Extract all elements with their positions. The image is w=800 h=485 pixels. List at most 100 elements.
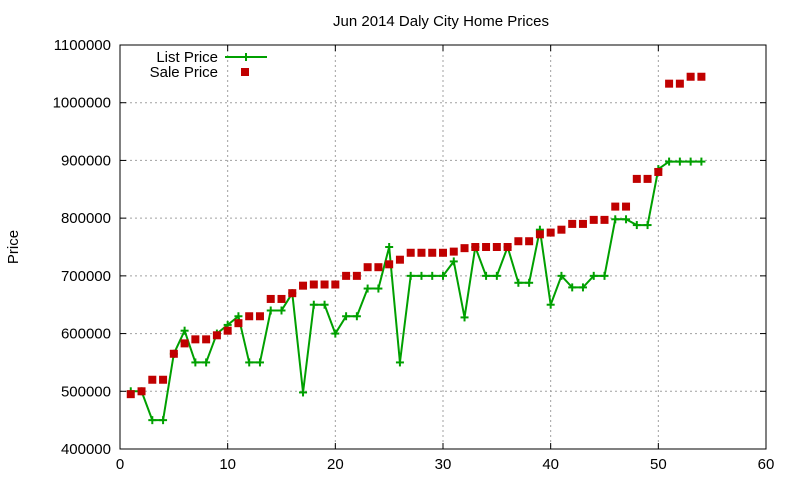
list-price-point [180,326,189,335]
sale-price-point [535,230,544,239]
legend-label-list-price: List Price [156,49,218,66]
sale-price-point [611,202,620,211]
sale-price-point [546,228,555,237]
sale-price-point [299,281,308,290]
x-tick-label: 60 [758,456,775,473]
list-price-point [632,221,641,230]
list-price-point [395,358,404,367]
sale-price-point [525,237,534,246]
sale-price-point [557,225,566,234]
axis-layer: 0 10 20 30 40 50 60 400000 500000 600000 700000 800… [53,37,775,473]
list-price-point [266,306,275,315]
list-price-point [611,215,620,224]
list-price-point [525,278,534,287]
x-tick-label: 50 [650,456,667,473]
sale-price-point [449,247,458,256]
sale-price-point [622,202,631,211]
sale-price-point [385,260,394,269]
sale-price-point [514,237,523,246]
sale-price-point [697,72,706,81]
sale-price-point [288,289,297,298]
sale-price-point [665,79,674,88]
list-price-point [449,257,458,266]
list-price-point [342,312,351,321]
list-price-point [600,271,609,280]
list-price-line [130,160,702,422]
list-price-point [578,283,587,292]
sale-price-point [245,312,254,321]
x-tick-label: 10 [219,456,236,473]
sale-price-point [471,243,480,251]
y-axis-label: Price [5,230,22,264]
list-price-point [191,358,200,367]
list-price-point [546,300,555,309]
sale-price-point [137,387,146,396]
x-tick-label: 0 [116,456,124,473]
y-tick-label: 800000 [61,210,111,227]
series-layer [126,72,706,425]
sale-price-point [331,280,340,289]
sale-price-point [439,248,447,257]
y-tick-label: 400000 [61,441,111,458]
sale-price-point [126,390,135,399]
sale-price-point [492,243,501,251]
y-tick-label: 1100000 [54,37,111,54]
sale-price-point [568,219,577,228]
list-price-point [352,312,361,321]
sale-price-point [675,79,684,88]
list-price-point [255,358,264,367]
sale-price-point [654,167,663,176]
sale-price-point [503,243,512,251]
sale-price-point [342,271,351,280]
sale-price-point [202,335,211,344]
list-price-point [320,300,329,309]
sale-price-point [600,215,609,224]
list-price-point [363,284,372,293]
sale-price-point [352,271,361,280]
sale-price-point [255,312,264,321]
sale-price-point [320,280,329,289]
sale-price-point [266,294,275,303]
sale-price-point [417,248,426,257]
sale-price-point [482,243,491,251]
list-price-point [439,271,447,280]
list-price-point [686,157,695,166]
y-tick-label: 700000 [61,268,111,285]
sale-price-point [374,263,383,272]
sale-price-point [148,375,157,384]
sale-price-point [460,244,469,253]
legend-marker-sale-price [241,68,249,76]
list-price-point [202,358,211,367]
list-price-point [428,271,437,280]
list-price-point [385,243,394,251]
sale-price-point [363,263,372,272]
list-price-point [159,416,168,425]
y-tick-label: 500000 [61,383,111,400]
list-price-point [331,329,340,338]
list-price-point [148,416,157,425]
list-price-point [406,271,415,280]
x-tick-label: 20 [327,456,344,473]
legend-label-sale-price: Sale Price [150,64,218,81]
list-price-point [697,157,706,166]
sale-price-point [223,326,232,335]
list-price-point [234,312,243,321]
sale-price-point [589,215,598,224]
list-price-point [309,300,318,309]
sale-price-point [191,335,200,344]
list-price-point [568,283,577,292]
sale-price-point [169,349,178,358]
list-price-point [374,284,383,293]
legend: List Price Sale Price [150,49,267,81]
y-tick-label: 900000 [61,152,111,169]
x-tick-label: 40 [542,456,559,473]
list-price-point [277,306,286,315]
list-price-point [557,271,566,280]
sale-price-point [686,72,695,81]
sale-price-point [578,219,587,228]
sale-price-point [234,319,243,328]
grid-layer [120,45,766,449]
list-price-point [417,271,426,280]
sale-price-point [180,339,189,348]
